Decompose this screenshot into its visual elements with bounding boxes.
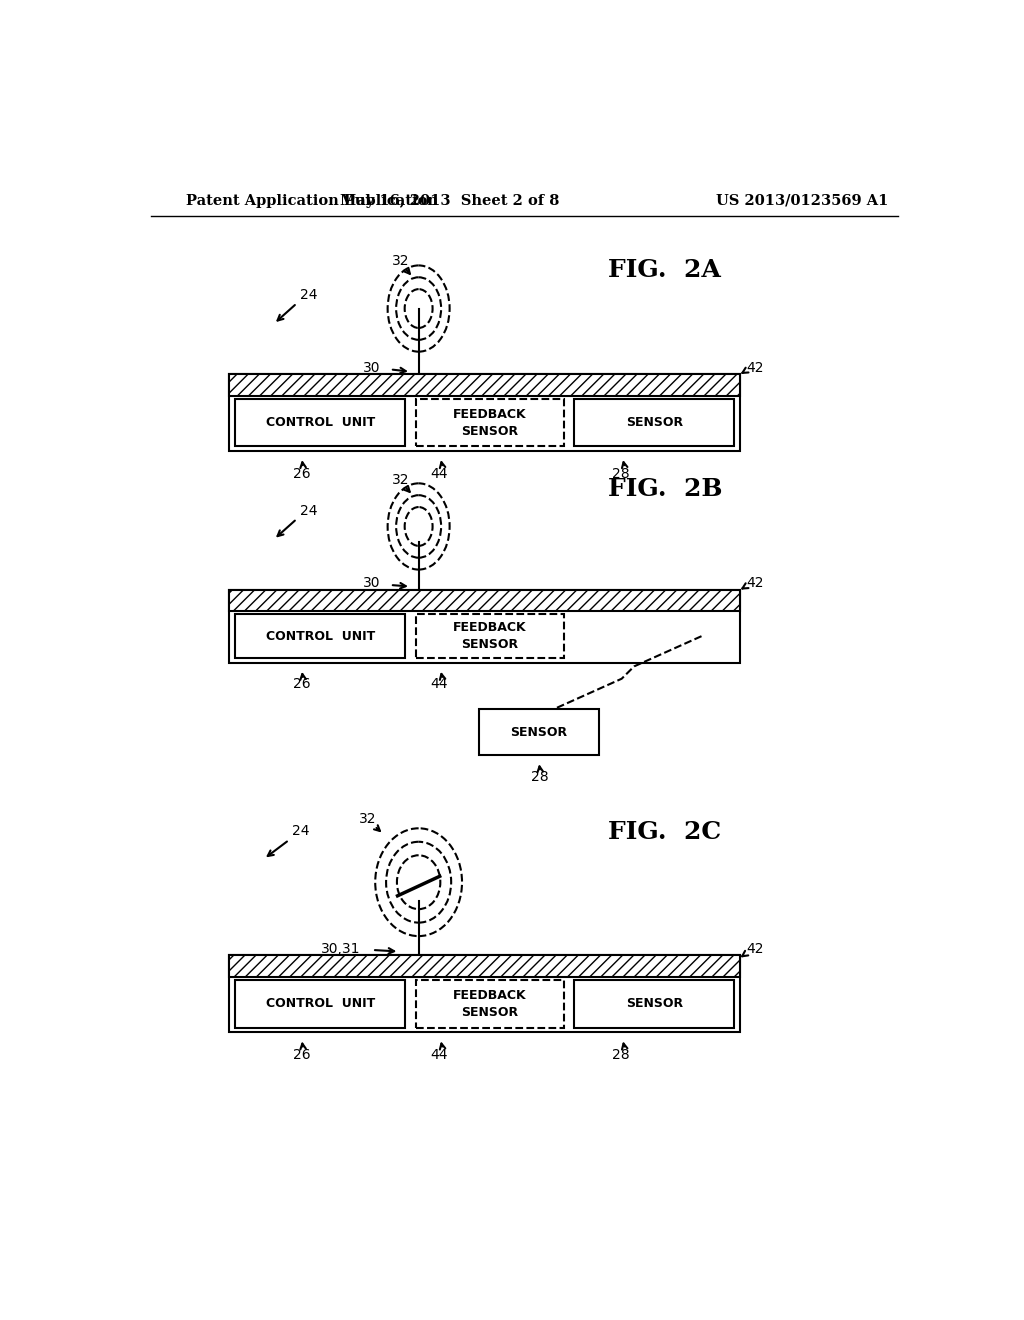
Bar [228, 374, 740, 451]
Text: 26: 26 [293, 1048, 310, 1063]
Text: FIG.  2B: FIG. 2B [608, 478, 723, 502]
Text: 24: 24 [300, 504, 317, 517]
Bar [574, 399, 734, 446]
Bar [417, 399, 563, 446]
Text: CONTROL  UNIT: CONTROL UNIT [265, 998, 375, 1010]
Bar [417, 979, 563, 1028]
Text: 30: 30 [364, 360, 381, 375]
Text: SENSOR: SENSOR [626, 416, 683, 429]
Bar [234, 614, 406, 659]
Text: 32: 32 [391, 253, 409, 268]
Text: 32: 32 [391, 474, 409, 487]
Text: FEEDBACK
SENSOR: FEEDBACK SENSOR [453, 408, 526, 437]
Text: 28: 28 [612, 1048, 630, 1063]
Text: CONTROL  UNIT: CONTROL UNIT [265, 630, 375, 643]
Text: 28: 28 [612, 467, 630, 480]
Text: 44: 44 [430, 467, 447, 480]
Bar [234, 399, 406, 446]
Text: FEEDBACK
SENSOR: FEEDBACK SENSOR [453, 622, 526, 651]
Text: 42: 42 [746, 360, 764, 375]
Text: 26: 26 [293, 677, 310, 692]
Text: 30: 30 [364, 577, 381, 590]
Text: SENSOR: SENSOR [510, 726, 567, 739]
Text: 26: 26 [293, 467, 310, 480]
Text: Patent Application Publication: Patent Application Publication [186, 194, 438, 207]
Bar [417, 614, 563, 659]
Bar [228, 956, 740, 977]
Text: FEEDBACK
SENSOR: FEEDBACK SENSOR [453, 989, 526, 1019]
Bar [228, 956, 740, 1032]
Text: US 2013/0123569 A1: US 2013/0123569 A1 [716, 194, 889, 207]
Text: CONTROL  UNIT: CONTROL UNIT [265, 416, 375, 429]
Text: May 16, 2013  Sheet 2 of 8: May 16, 2013 Sheet 2 of 8 [340, 194, 559, 207]
Bar [228, 590, 740, 611]
Text: 32: 32 [359, 812, 377, 826]
Text: FIG.  2C: FIG. 2C [608, 820, 722, 845]
Bar [479, 709, 599, 755]
Text: 28: 28 [531, 770, 549, 784]
Bar [234, 979, 406, 1028]
Text: 42: 42 [746, 942, 764, 956]
Text: 30,31: 30,31 [321, 942, 360, 956]
Text: 44: 44 [430, 677, 447, 692]
Text: 24: 24 [292, 825, 310, 838]
Text: 24: 24 [300, 289, 317, 302]
Bar [228, 590, 740, 663]
Text: FIG.  2A: FIG. 2A [608, 257, 721, 282]
Text: 42: 42 [746, 577, 764, 590]
Text: SENSOR: SENSOR [626, 998, 683, 1010]
Bar [574, 979, 734, 1028]
Text: 44: 44 [430, 1048, 447, 1063]
Bar [228, 374, 740, 396]
